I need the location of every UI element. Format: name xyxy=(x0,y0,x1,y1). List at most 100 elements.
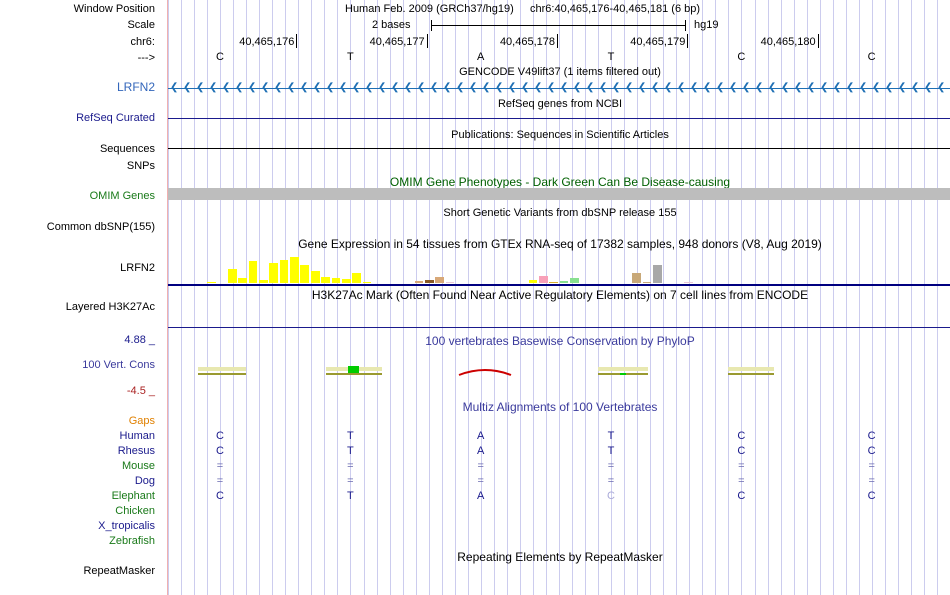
gtex-tissue-bar[interactable] xyxy=(227,269,237,283)
alignment-base-human: C xyxy=(737,430,746,442)
alignment-base-dog: = xyxy=(216,475,224,487)
alignment-base-mouse: = xyxy=(607,460,615,472)
gtex-tissue-bar[interactable] xyxy=(258,280,268,283)
gtex-tissue-bar[interactable] xyxy=(549,282,559,283)
label-scale: Scale xyxy=(127,19,155,31)
strand-arrow-icon: ❮ xyxy=(248,82,257,93)
gtex-tissue-bar[interactable] xyxy=(269,263,279,283)
gene-strand-arrows: ❮ ❮ ❮ ❮ ❮ ❮ ❮ ❮ ❮ ❮ ❮ ❮ ❮ ❮ ❮ ❮ ❮ ❮ ❮ ❮ ❮ ❮ ❮ ❮ ❮ ❮ ❮ ❮ ❮ ❮ ❮ ❮ ❮ ❮ ❮ ❮ ❮ ❮ ❮ ❮… xyxy=(168,82,950,93)
gtex-tissue-bar[interactable] xyxy=(642,282,652,283)
strand-arrow-icon: ❮ xyxy=(560,82,569,93)
strand-arrow-icon: ❮ xyxy=(690,82,699,93)
publications-divider xyxy=(168,148,950,149)
gtex-tissue-bar[interactable] xyxy=(341,279,351,283)
strand-arrow-icon: ❮ xyxy=(885,82,894,93)
strand-arrow-icon: ❮ xyxy=(495,82,504,93)
conservation-pale-bar[interactable] xyxy=(598,367,648,371)
track-label-100-vert-cons[interactable]: 100 Vert. Cons xyxy=(82,359,155,371)
scale-bar-right-cap xyxy=(685,20,686,31)
gtex-tissue-bar[interactable] xyxy=(352,273,362,283)
gtex-tissue-bar[interactable] xyxy=(321,277,330,283)
track-title-dbsnp: Short Genetic Variants from dbSNP releas… xyxy=(443,207,677,219)
gtex-tissue-bar[interactable] xyxy=(331,278,341,283)
track-label-common-dbsnp[interactable]: Common dbSNP(155) xyxy=(46,221,155,233)
gtex-tissue-bar[interactable] xyxy=(528,280,538,283)
gtex-tissue-bar[interactable] xyxy=(424,280,434,283)
gtex-tissue-bar[interactable] xyxy=(362,282,372,283)
conservation-green-block[interactable] xyxy=(348,366,359,373)
ruler-tick xyxy=(557,34,558,48)
species-label-x_tropicalis[interactable]: X_tropicalis xyxy=(98,520,155,532)
conservation-green-block[interactable] xyxy=(620,373,626,375)
gtex-tissue-bar[interactable] xyxy=(207,282,216,283)
gtex-tissue-bar[interactable] xyxy=(445,282,455,283)
strand-arrow-icon: ❮ xyxy=(287,82,296,93)
conservation-pale-bar[interactable] xyxy=(198,367,246,371)
gtex-tissue-bar[interactable] xyxy=(559,281,569,283)
track-title-omim: OMIM Gene Phenotypes - Dark Green Can Be… xyxy=(389,175,731,189)
strand-arrow-icon: ❮ xyxy=(352,82,361,93)
species-label-zebrafish[interactable]: Zebrafish xyxy=(109,535,155,547)
gtex-tissue-bar[interactable] xyxy=(632,273,642,283)
species-label-chicken[interactable]: Chicken xyxy=(115,505,155,517)
species-label-rhesus[interactable]: Rhesus xyxy=(117,445,155,457)
track-title-gtex: Gene Expression in 54 tissues from GTEx … xyxy=(298,237,822,251)
species-label-dog[interactable]: Dog xyxy=(134,475,155,487)
gtex-tissue-bar[interactable] xyxy=(653,265,662,283)
species-label-mouse[interactable]: Mouse xyxy=(121,460,155,472)
track-title-gencode: GENCODE V49lift37 (1 items filtered out) xyxy=(459,66,661,78)
strand-arrow-icon: ❮ xyxy=(846,82,855,93)
track-label-repeatmasker[interactable]: RepeatMasker xyxy=(83,565,155,577)
species-label-elephant[interactable]: Elephant xyxy=(111,490,155,502)
gtex-tissue-bar[interactable] xyxy=(414,281,424,283)
track-label-omim-genes[interactable]: OMIM Genes xyxy=(89,190,155,202)
ruler-base-letter: C xyxy=(867,51,876,63)
strand-arrow-icon: ❮ xyxy=(326,82,335,93)
strand-arrow-icon: ❮ xyxy=(742,82,751,93)
strand-arrow-icon: ❮ xyxy=(755,82,764,93)
gtex-tissue-bar[interactable] xyxy=(684,282,693,283)
track-label-gtex-lrfn2[interactable]: LRFN2 xyxy=(120,262,155,274)
gtex-tissue-bar[interactable] xyxy=(310,271,320,283)
track-label-snps[interactable]: SNPs xyxy=(126,160,155,172)
track-label-sequences[interactable]: Sequences xyxy=(99,143,155,155)
label-gaps: Gaps xyxy=(128,415,155,427)
strand-arrow-icon: ❮ xyxy=(664,82,673,93)
conservation-min-value: -4.5 _ xyxy=(126,385,155,397)
gtex-tissue-bar[interactable] xyxy=(300,265,310,283)
gtex-tissue-bar[interactable] xyxy=(570,278,579,283)
alignment-base-rhesus: T xyxy=(346,445,354,457)
strand-arrow-icon: ❮ xyxy=(937,82,946,93)
omim-gene-band[interactable] xyxy=(168,188,950,200)
label-chromosome: chr6: xyxy=(130,36,155,48)
alignment-base-human: A xyxy=(476,430,485,442)
gtex-tissue-bar[interactable] xyxy=(238,278,247,283)
track-label-refseq-curated[interactable]: RefSeq Curated xyxy=(76,112,155,124)
strand-arrow-icon: ❮ xyxy=(547,82,556,93)
gtex-tissue-bar[interactable] xyxy=(279,260,289,283)
conservation-pale-bar[interactable] xyxy=(728,367,774,371)
ruler-coordinate-label: 40,465,178 xyxy=(499,36,555,48)
strand-arrow-icon: ❮ xyxy=(222,82,231,93)
gtex-expression-barchart[interactable] xyxy=(176,253,736,283)
alignment-base-dog: = xyxy=(347,475,354,487)
conservation-olive-bar[interactable] xyxy=(326,373,382,375)
ruler-tick xyxy=(817,34,819,48)
strand-arrow-icon: ❮ xyxy=(586,82,595,93)
track-title-publications: Publications: Sequences in Scientific Ar… xyxy=(451,129,669,141)
gtex-tissue-bar[interactable] xyxy=(435,277,445,283)
conservation-olive-bar[interactable] xyxy=(198,373,246,375)
track-label-layered-h3k27ac[interactable]: Layered H3K27Ac xyxy=(65,301,155,313)
gtex-tissue-bar[interactable] xyxy=(248,261,258,283)
species-label-human[interactable]: Human xyxy=(119,430,155,442)
conservation-olive-bar[interactable] xyxy=(728,373,774,375)
ruler-coordinate-label: 40,465,176 xyxy=(239,36,295,48)
gtex-tissue-bar[interactable] xyxy=(538,276,548,283)
gtex-tissue-bar[interactable] xyxy=(290,257,299,283)
conservation-peak-arc[interactable] xyxy=(458,366,512,378)
track-label-gencode-lrfn2[interactable]: LRFN2 xyxy=(116,80,155,94)
strand-arrow-icon: ❮ xyxy=(365,82,374,93)
strand-arrow-icon: ❮ xyxy=(404,82,413,93)
alignment-base-human: T xyxy=(346,430,354,442)
strand-arrow-icon: ❮ xyxy=(534,82,543,93)
